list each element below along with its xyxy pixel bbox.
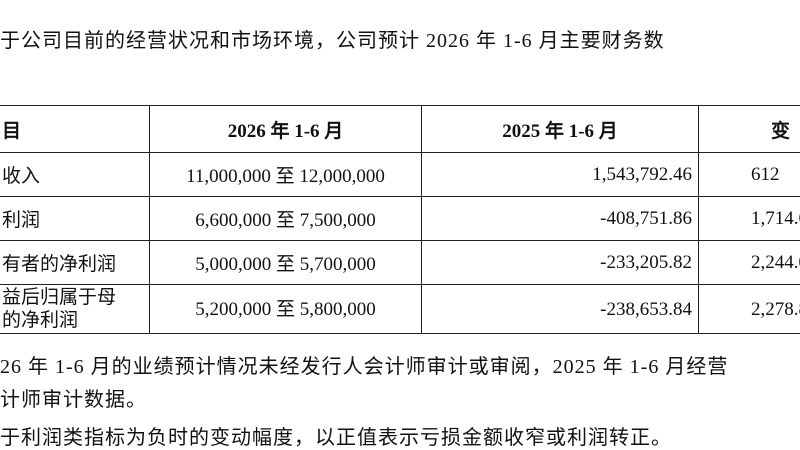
table-cell: 有者的净利润 — [0, 240, 150, 285]
table-row: 益后归属于母 的净利润 5,200,000 至 5,800,000 -238,653.… — [0, 284, 800, 334]
table-cell: 5,000,000 至 5,700,000 — [149, 240, 422, 285]
table-cell: 2,278.8 — [698, 284, 800, 334]
table-row: 有者的净利润 5,000,000 至 5,700,000 -233,205.82 2,… — [0, 240, 800, 285]
forecast-table: 目 2026 年 1-6 月 2025 年 1-6 月 变 收入 11,000,0… — [0, 105, 800, 334]
note-text: 计师审计数据。 — [0, 389, 147, 411]
table-row: 利润 6,600,000 至 7,500,000 -408,751.86 1,714.… — [0, 196, 800, 241]
table-cell: 612 — [698, 152, 800, 197]
table-cell: 11,000,000 至 12,000,000 — [149, 152, 422, 197]
header-cell: 2026 年 1-6 月 — [149, 105, 422, 153]
table-cell: 利润 — [0, 196, 150, 241]
header-cell: 变 — [698, 105, 800, 153]
header-cell: 目 — [0, 105, 150, 153]
note-text: 26 年 1-6 月的业绩预计情况未经发行人会计师审计或审阅，2025 年 1-… — [0, 356, 729, 378]
cell-line: 益后归属于母 — [2, 287, 117, 308]
table-cell: 2,244.0 — [698, 240, 800, 285]
table-cell: 5,200,000 至 5,800,000 — [149, 284, 422, 334]
note-text: 于利润类指标为负时的变动幅度，以正值表示亏损金额收窄或利润转正。 — [0, 427, 672, 449]
table-cell: -233,205.82 — [421, 240, 699, 285]
intro-text: 于公司目前的经营状况和市场环境，公司预计 2026 年 1-6 月主要财务数 — [0, 30, 665, 52]
table-cell: 1,543,792.46 — [421, 152, 699, 197]
table-cell: 益后归属于母 的净利润 — [0, 284, 150, 334]
table-cell: -238,653.84 — [421, 284, 699, 334]
table-cell: 1,714.6 — [698, 196, 800, 241]
header-row: 目 2026 年 1-6 月 2025 年 1-6 月 变 — [0, 105, 800, 153]
table-cell: 收入 — [0, 152, 150, 197]
table-cell: -408,751.86 — [421, 196, 699, 241]
cell-line: 的净利润 — [2, 310, 79, 331]
table-cell: 6,600,000 至 7,500,000 — [149, 196, 422, 241]
header-cell: 2025 年 1-6 月 — [421, 105, 699, 153]
table-row: 收入 11,000,000 至 12,000,000 1,543,792.46 612 — [0, 152, 800, 197]
